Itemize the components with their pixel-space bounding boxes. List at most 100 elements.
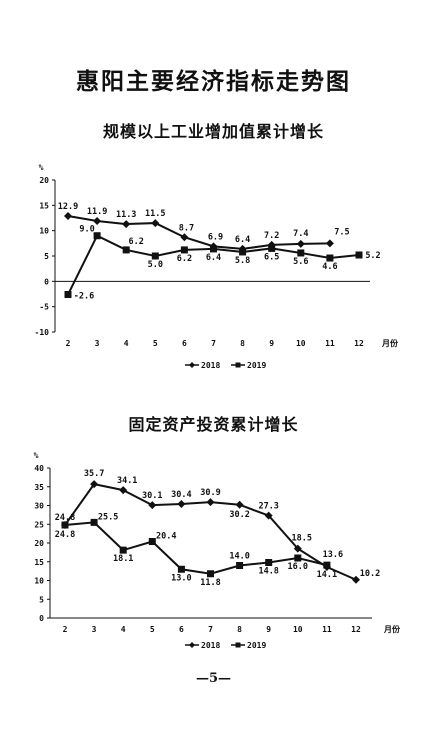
- y-tick-label: -10: [35, 328, 50, 337]
- data-point-2019: [64, 291, 72, 299]
- data-label-2019: 20.4: [156, 532, 176, 542]
- y-tick-label: 10: [39, 227, 49, 236]
- x-tick-label: 5: [150, 625, 155, 634]
- y-tick-label: 25: [34, 520, 44, 529]
- data-label-2018: 7.4: [293, 229, 308, 239]
- legend-label-2019: 2019: [247, 641, 266, 650]
- data-label-2018: 7.5: [334, 227, 349, 237]
- data-point-2019: [90, 518, 98, 526]
- data-point-2019: [294, 554, 302, 562]
- investment-growth-chart: 0 5 10 15 20 25 30 35 40% 2 3 4 5 6 7 8 9 10 11 12 月份 24.8 35.…: [34, 451, 401, 650]
- data-point-2019: [323, 561, 331, 569]
- legend-marker-2018: [189, 362, 195, 368]
- data-label-2019: 14.8: [258, 567, 278, 577]
- legend-marker-2019: [235, 642, 241, 648]
- data-label-2019: 5.8: [235, 256, 250, 266]
- x-tick-label: 10: [293, 625, 303, 634]
- data-label-2018: 13.6: [323, 550, 343, 560]
- data-point-2019: [210, 245, 217, 253]
- data-label-2018: 8.7: [179, 223, 194, 233]
- data-label-2019: 5.2: [365, 251, 380, 261]
- x-tick-label: 3: [95, 339, 100, 348]
- data-label-2018: 7.2: [264, 231, 279, 241]
- data-point-2019: [61, 521, 69, 529]
- chart-title-industrial: 规模以上工业增加值累计增长: [102, 122, 324, 141]
- data-point-2018: [119, 486, 128, 495]
- x-tick-label: 11: [322, 625, 332, 634]
- x-tick-label: 11: [325, 339, 335, 348]
- y-tick-label: 15: [39, 201, 49, 210]
- x-tick-label: 7: [208, 625, 213, 634]
- data-label-2018: 12.9: [58, 202, 78, 212]
- x-tick-label: 12: [354, 339, 364, 348]
- y-axis-unit: %: [34, 451, 39, 460]
- y-tick-label: 40: [34, 464, 44, 473]
- chart-title-investment: 固定资产投资累计增长: [128, 415, 299, 434]
- data-label-2018: 30.9: [200, 488, 220, 498]
- data-label-2019: 24.8: [55, 530, 75, 540]
- data-label-2019: 14.0: [229, 552, 249, 562]
- data-point-2018: [264, 511, 273, 520]
- y-tick-label: 30: [34, 502, 44, 511]
- y-tick-label: 0: [39, 614, 44, 623]
- data-point-2018: [177, 500, 186, 508]
- data-point-2018: [64, 211, 72, 220]
- data-label-2018: 30.2: [229, 510, 249, 520]
- data-point-2018: [296, 239, 305, 248]
- data-point-2018: [325, 239, 334, 248]
- data-label-2018: 11.9: [87, 207, 107, 217]
- legend-label-2019: 2019: [247, 361, 266, 370]
- data-label-2019: 6.2: [129, 237, 144, 247]
- data-label-2018: 34.1: [117, 476, 137, 486]
- y-tick-label: 20: [34, 539, 44, 548]
- data-point-2019: [355, 251, 363, 259]
- data-point-2018: [293, 544, 302, 553]
- legend-label-2018: 2018: [201, 361, 220, 370]
- data-point-2019: [207, 570, 214, 578]
- data-point-2019: [265, 559, 273, 566]
- data-label-2019: 5.0: [148, 260, 163, 270]
- x-tick-label: 8: [240, 339, 245, 348]
- x-tick-label: 9: [269, 339, 274, 348]
- x-tick-label: 10: [296, 339, 306, 348]
- data-point-2018: [206, 498, 215, 507]
- data-label-2019: 5.6: [293, 257, 308, 267]
- data-point-2019: [148, 538, 156, 545]
- x-tick-label: 8: [237, 625, 242, 634]
- series-line-2018: [67, 214, 330, 250]
- data-label-2018: 30.4: [171, 490, 191, 500]
- data-label-2019: 4.6: [322, 262, 337, 272]
- data-label-2018: 35.7: [84, 469, 104, 479]
- legend-marker-2019: [235, 362, 241, 368]
- series-line-2019: [64, 521, 328, 575]
- page-title: 惠阳主要经济指标走势图: [76, 69, 351, 95]
- data-point-2019: [326, 254, 334, 262]
- data-label-2018: 24.8: [55, 513, 75, 523]
- data-label-2019: 6.4: [206, 253, 221, 263]
- data-point-2018: [235, 500, 244, 509]
- data-label-2018: 18.5: [292, 534, 312, 544]
- data-label-2019: 25.5: [98, 512, 118, 522]
- x-tick-label: 9: [266, 625, 271, 634]
- x-tick-label: 2: [66, 339, 71, 348]
- data-point-2018: [151, 219, 160, 228]
- data-label-2019: 9.0: [79, 225, 94, 235]
- data-point-2018: [148, 501, 157, 510]
- x-tick-label: 5: [153, 339, 158, 348]
- y-tick-label: 0: [44, 277, 49, 286]
- industrial-growth-chart: -10 -5 0 5 10 15 20% 2 3 4 5 6 7 8 9 10 11 12 月份 12.9 11.9 11…: [35, 163, 399, 370]
- x-tick-label: 7: [211, 339, 216, 348]
- data-point-2019: [93, 232, 101, 240]
- data-point-2018: [122, 220, 131, 229]
- x-tick-label: 3: [92, 625, 97, 634]
- data-label-2018: 27.3: [258, 502, 278, 512]
- data-point-2019: [239, 248, 247, 256]
- x-axis-unit: 月份: [383, 624, 401, 634]
- data-point-2018: [93, 217, 102, 226]
- data-label-2018: 6.4: [235, 235, 250, 245]
- data-point-2019: [180, 246, 188, 254]
- y-tick-label: 35: [34, 483, 44, 492]
- data-point-2018: [90, 480, 99, 489]
- data-label-2019: 6.5: [264, 252, 279, 262]
- x-tick-label: 4: [124, 339, 129, 348]
